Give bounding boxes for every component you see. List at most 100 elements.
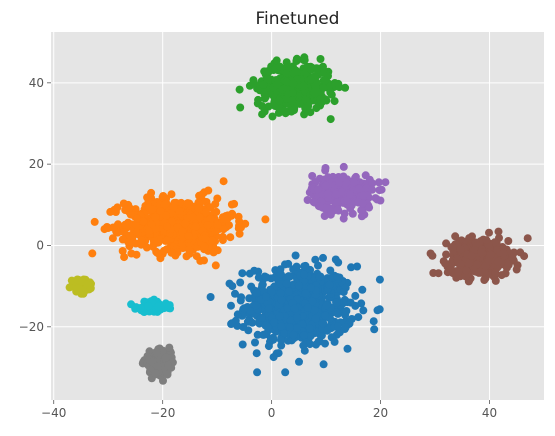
scatter-point-cluster-4	[481, 262, 490, 270]
scatter-point-cluster-0	[334, 258, 343, 267]
data-points	[65, 53, 532, 385]
scatter-point-cluster-1	[161, 211, 170, 220]
scatter-point-cluster-0	[292, 262, 301, 271]
scatter-point-cluster-0	[332, 298, 341, 307]
scatter-point-cluster-0	[291, 251, 300, 260]
scatter-point-cluster-0	[206, 293, 215, 301]
scatter-point-cluster-0	[262, 292, 270, 301]
scatter-point-cluster-0	[286, 323, 295, 332]
scatter-point-cluster-3	[354, 198, 363, 207]
scatter-point-cluster-0	[347, 263, 356, 272]
scatter-point-cluster-0	[277, 296, 286, 305]
scatter-point-cluster-1	[201, 234, 210, 243]
scatter-point-cluster-2	[235, 85, 244, 94]
scatter-point-cluster-4	[428, 251, 437, 260]
scatter-point-cluster-7	[163, 370, 172, 379]
scatter-point-cluster-4	[499, 249, 508, 258]
scatter-point-cluster-0	[370, 325, 379, 334]
scatter-point-cluster-1	[113, 228, 122, 237]
scatter-point-cluster-2	[319, 62, 327, 71]
scatter-point-cluster-2	[292, 67, 301, 76]
scatter-point-cluster-4	[504, 237, 513, 245]
scatter-point-cluster-2	[263, 75, 272, 84]
scatter-point-cluster-3	[308, 172, 317, 180]
scatter-point-cluster-0	[264, 342, 273, 351]
scatter-point-cluster-1	[213, 220, 222, 229]
scatter-point-cluster-1	[206, 215, 215, 223]
scatter-point-cluster-2	[269, 101, 278, 110]
scatter-point-cluster-2	[282, 69, 291, 78]
scatter-point-cluster-2	[326, 115, 335, 124]
scatter-point-cluster-0	[267, 288, 276, 297]
scatter-point-cluster-1	[169, 203, 178, 212]
scatter-point-cluster-0	[254, 273, 263, 282]
scatter-point-cluster-1	[159, 192, 168, 200]
scatter-point-cluster-4	[429, 269, 438, 277]
scatter-point-cluster-4	[467, 251, 476, 260]
scatter-point-cluster-0	[251, 338, 259, 347]
scatter-point-cluster-4	[448, 243, 457, 252]
scatter-point-cluster-0	[305, 324, 314, 333]
scatter-point-cluster-3	[365, 203, 374, 212]
scatter-point-cluster-1	[188, 213, 197, 222]
scatter-point-cluster-1	[219, 225, 228, 234]
scatter-point-cluster-1	[147, 220, 156, 229]
scatter-point-cluster-0	[318, 319, 327, 328]
scatter-point-cluster-3	[355, 184, 364, 193]
scatter-point-cluster-7	[152, 348, 161, 357]
scatter-point-cluster-6	[165, 301, 174, 310]
scatter-point-cluster-2	[321, 76, 329, 85]
scatter-point-cluster-0	[300, 346, 309, 355]
scatter-point-cluster-1	[123, 221, 132, 230]
scatter-point-cluster-2	[272, 56, 281, 65]
scatter-point-cluster-1	[125, 204, 134, 213]
x-tick-label: 0	[268, 406, 276, 420]
scatter-point-cluster-0	[333, 309, 342, 318]
scatter-point-cluster-5	[73, 275, 82, 284]
scatter-point-cluster-0	[227, 320, 236, 328]
scatter-point-cluster-3	[326, 210, 335, 219]
y-tick-label: 0	[36, 238, 44, 252]
scatter-point-cluster-4	[441, 259, 450, 268]
scatter-point-cluster-1	[151, 213, 160, 222]
scatter-point-cluster-2	[272, 80, 281, 89]
scatter-point-cluster-1	[203, 221, 212, 230]
scatter-point-cluster-0	[252, 301, 261, 310]
scatter-point-cluster-4	[473, 260, 482, 269]
scatter-point-cluster-1	[88, 249, 97, 258]
scatter-point-cluster-0	[321, 311, 330, 320]
scatter-point-cluster-1	[114, 220, 122, 229]
scatter-point-cluster-0	[321, 339, 329, 348]
scatter-point-cluster-0	[295, 357, 303, 366]
scatter-point-cluster-0	[351, 291, 360, 300]
scatter-point-cluster-0	[277, 341, 286, 350]
scatter-point-cluster-4	[451, 232, 460, 241]
scatter-point-cluster-0	[257, 313, 266, 322]
scatter-point-cluster-1	[148, 205, 157, 214]
scatter-point-cluster-0	[263, 323, 272, 332]
scatter-point-cluster-3	[339, 162, 348, 171]
y-tick-label: 20	[29, 157, 44, 171]
scatter-point-cluster-4	[485, 228, 493, 237]
scatter-point-cluster-2	[275, 96, 284, 105]
scatter-point-cluster-0	[264, 304, 273, 313]
scatter-point-cluster-4	[494, 257, 503, 266]
scatter-point-cluster-4	[480, 276, 489, 284]
scatter-point-cluster-4	[501, 269, 510, 278]
scatter-point-cluster-0	[303, 303, 312, 312]
scatter-point-cluster-3	[303, 196, 312, 204]
scatter-point-cluster-2	[285, 63, 294, 72]
scatter-point-cluster-1	[235, 217, 244, 226]
scatter-point-cluster-1	[163, 222, 171, 231]
scatter-point-cluster-0	[282, 279, 291, 288]
scatter-point-cluster-4	[465, 259, 473, 268]
scatter-point-cluster-4	[520, 252, 529, 261]
scatter-point-cluster-3	[374, 178, 383, 187]
scatter-point-cluster-0	[293, 324, 302, 332]
scatter-point-cluster-1	[144, 227, 153, 236]
scatter-point-cluster-0	[284, 272, 293, 281]
scatter-point-cluster-1	[103, 223, 111, 231]
scatter-point-cluster-4	[523, 234, 532, 243]
scatter-point-cluster-0	[300, 270, 309, 279]
